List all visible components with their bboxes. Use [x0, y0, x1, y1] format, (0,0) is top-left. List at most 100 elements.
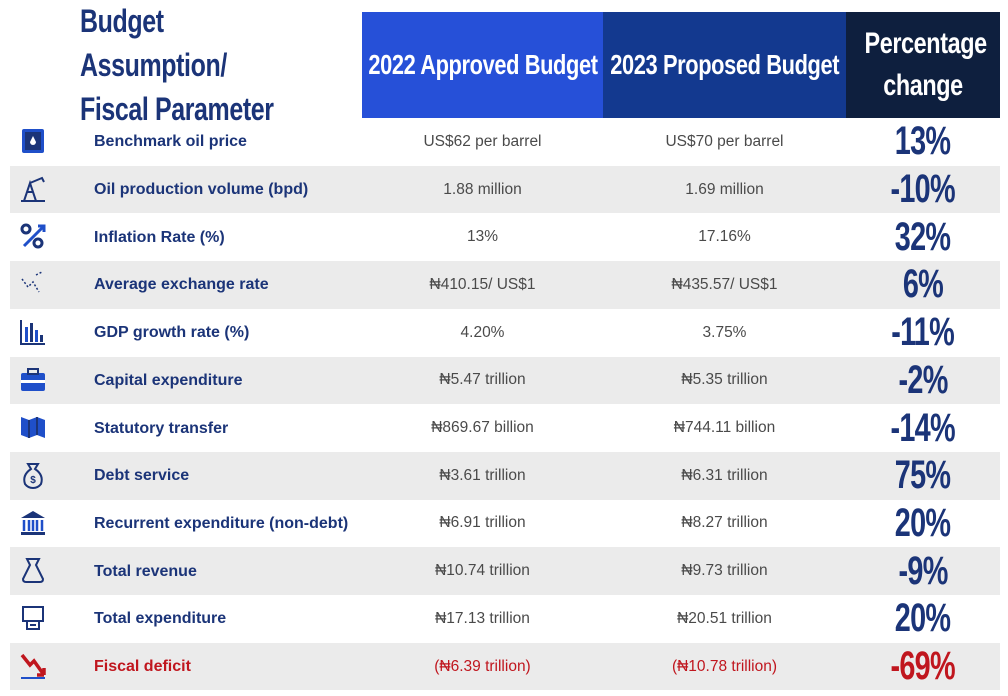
header-cell: 2023 Proposed Budget: [603, 12, 846, 118]
table-row: Capital expenditure ₦5.47 trillion ₦5.35 t…: [10, 356, 1000, 405]
table-row: Average exchange rate ₦410.15/ US$1 ₦435.5…: [10, 261, 1000, 309]
parameter-name: Debt service: [94, 467, 190, 485]
budget-2022: ₦5.47 trillion: [439, 371, 526, 389]
header-cell: Percentage change: [846, 12, 1000, 118]
table-row: Inflation Rate (%) 13% 17.16% 32%: [10, 213, 1000, 261]
header-cell: Budget Assumption/ Fiscal Parameter: [80, 3, 362, 127]
icon-graphic: [21, 271, 43, 293]
parameter-name: Fiscal deficit: [94, 658, 191, 676]
budget-2023: ₦5.35 trillion: [681, 371, 768, 389]
table-row: $ Debt service ₦3.61 trillion ₦6.31 trillio…: [10, 451, 1000, 500]
percentage-change: 20%: [895, 500, 951, 545]
percentage-change-cell: 32%: [846, 213, 1000, 261]
percentage-change: 32%: [895, 214, 951, 259]
percentage-change: 20%: [895, 596, 951, 641]
parameter-name: Average exchange rate: [94, 276, 269, 294]
percentage-change: -2%: [898, 357, 948, 402]
icon-graphic: [20, 223, 46, 249]
budget-2023: (₦10.78 trillion): [671, 657, 778, 675]
percentage-change: 75%: [895, 453, 951, 498]
parameter-name: Statutory transfer: [94, 419, 229, 437]
row-icon: [18, 651, 48, 686]
percentage-change: -69%: [890, 644, 956, 689]
header-text: 2022 Approved Budget: [367, 49, 598, 80]
percentage-change-cell: 6%: [846, 261, 1000, 309]
parameter-name: Inflation Rate (%): [94, 228, 225, 246]
header-text: Budget Assumption/ Fiscal Parameter: [80, 3, 274, 127]
percentage-change-cell: 13%: [846, 118, 1000, 166]
budget-2023: ₦20.51 trillion: [677, 609, 772, 627]
budget-2022: ₦410.15/ US$1: [429, 275, 536, 293]
table-row: Oil production volume (bpd) 1.88 million 1…: [10, 165, 1000, 214]
row-icon: [18, 603, 48, 638]
icon-graphic: [20, 319, 45, 345]
table-row: Total expenditure ₦17.13 trillion ₦20.51 t…: [10, 595, 1000, 643]
icon-graphic: [22, 129, 44, 153]
budget-2023: 3.75%: [702, 323, 747, 341]
budget-2022: ₦3.61 trillion: [439, 466, 526, 484]
budget-2023: ₦8.27 trillion: [681, 514, 768, 532]
row-icon: $: [18, 460, 48, 495]
budget-2022: 4.20%: [460, 323, 505, 341]
icon-graphic: [21, 558, 45, 584]
parameter-name: Oil production volume (bpd): [94, 181, 309, 199]
icon-graphic: [21, 510, 45, 535]
icon-graphic: [21, 367, 45, 391]
budget-2022: (₦6.39 trillion): [434, 657, 531, 675]
header-cell: 2022 Approved Budget: [362, 12, 603, 118]
table-row: Recurrent expenditure (non-debt) ₦6.91 tr…: [10, 500, 1000, 548]
table-row: Statutory transfer ₦869.67 billion ₦744.11…: [10, 404, 1000, 452]
percentage-change-cell: -14%: [846, 404, 1000, 452]
table-row: Benchmark oil price US$62 per barrel US$70…: [10, 118, 1000, 166]
budget-2023: US$70 per barrel: [665, 132, 784, 150]
budget-2023: 17.16%: [698, 228, 751, 246]
percentage-change-cell: -9%: [846, 547, 1000, 595]
percentage-change-cell: 20%: [846, 500, 1000, 548]
budget-2023: ₦9.73 trillion: [681, 562, 768, 580]
parameter-name: Recurrent expenditure (non-debt): [94, 514, 349, 532]
budget-2022: US$62 per barrel: [423, 132, 542, 150]
row-icon: [18, 365, 48, 400]
percentage-change: 13%: [895, 119, 951, 164]
row-icon: [18, 508, 48, 543]
table-row: Total revenue ₦10.74 trillion ₦9.73 trilli…: [10, 547, 1000, 595]
parameter-name: Total expenditure: [94, 610, 227, 628]
table-row: Fiscal deficit (₦6.39 trillion) (₦10.78 tr…: [10, 642, 1000, 691]
budget-table: Budget Assumption/ Fiscal Parameter 2022…: [10, 3, 1000, 691]
header-text: 2023 Proposed Budget: [610, 49, 839, 80]
percentage-change: 6%: [902, 262, 944, 307]
percentage-change: -11%: [891, 310, 955, 355]
icon-graphic: $: [23, 462, 43, 489]
icon-graphic: [20, 653, 46, 679]
icon-graphic: [22, 606, 44, 630]
parameter-name: GDP growth rate (%): [94, 324, 250, 342]
budget-2022: 1.88 million: [443, 180, 522, 198]
icon-graphic: [21, 417, 45, 439]
percentage-change: -14%: [890, 405, 956, 450]
icon-graphic: [21, 176, 45, 202]
parameter-name: Capital expenditure: [94, 371, 243, 389]
row-icon: [18, 269, 48, 304]
percentage-change-cell: -10%: [846, 166, 1000, 214]
percentage-change-cell: 20%: [846, 595, 1000, 643]
budget-2022: ₦17.13 trillion: [435, 609, 530, 627]
row-icon: [18, 126, 48, 161]
percentage-change: -9%: [898, 548, 948, 593]
budget-2022: ₦10.74 trillion: [435, 562, 530, 580]
budget-2023: ₦435.57/ US$1: [671, 275, 778, 293]
percentage-change-cell: -69%: [846, 643, 1000, 691]
parameter-name: Total revenue: [94, 562, 197, 580]
parameter-name: Benchmark oil price: [94, 133, 247, 151]
table-row: GDP growth rate (%) 4.20% 3.75% -11%: [10, 309, 1000, 357]
budget-2023: 1.69 million: [685, 180, 764, 198]
row-icon: [18, 317, 48, 352]
row-icon: [18, 221, 48, 256]
percentage-change: -10%: [890, 167, 956, 212]
svg-text:$: $: [30, 475, 36, 486]
header-text: Percentage change: [864, 27, 988, 102]
row-icon: [18, 412, 48, 447]
budget-2022: ₦869.67 billion: [431, 419, 534, 437]
budget-2022: 13%: [466, 228, 499, 246]
percentage-change-cell: 75%: [846, 452, 1000, 500]
